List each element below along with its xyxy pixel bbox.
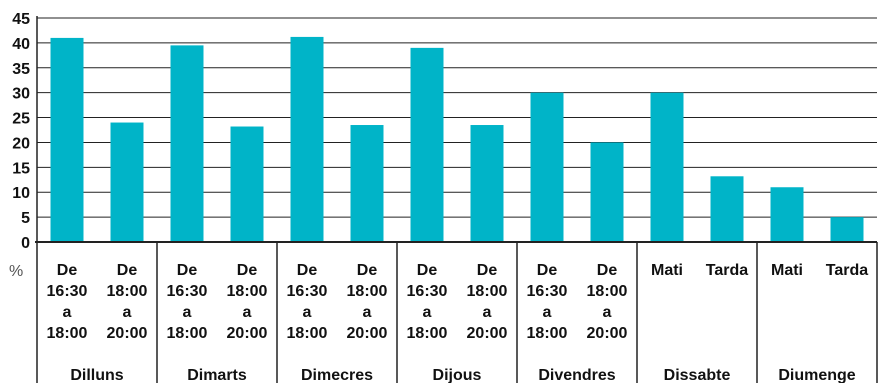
x-tick-label: De — [537, 262, 558, 279]
x-tick-label: 18:00 — [107, 283, 148, 300]
y-unit-label: % — [9, 263, 23, 280]
y-tick-label-10: 10 — [12, 185, 30, 202]
bar-divendres-2 — [590, 142, 624, 242]
x-tick-label: 18:00 — [347, 283, 388, 300]
x-tick-label: 18:00 — [47, 325, 88, 342]
x-tick-label: 20:00 — [587, 325, 628, 342]
y-tick-label-5: 5 — [21, 210, 30, 227]
x-tick-label: 18:00 — [407, 325, 448, 342]
x-tick-label: 16:30 — [407, 283, 448, 300]
x-tick-label: 16:30 — [47, 283, 88, 300]
x-tick-label: 16:30 — [167, 283, 208, 300]
y-tick-label-40: 40 — [12, 36, 30, 53]
y-tick-label-45: 45 — [12, 11, 30, 28]
x-tick-label: 18:00 — [227, 283, 268, 300]
x-tick-label: a — [543, 304, 552, 321]
bar-dimecres-2 — [350, 125, 384, 242]
x-tick-label: a — [363, 304, 372, 321]
group-label-diumenge: Diumenge — [778, 367, 855, 383]
bar-dimarts-1 — [170, 45, 204, 242]
bar-diumenge-2 — [830, 217, 864, 242]
x-tick-label: a — [183, 304, 192, 321]
bar-dimarts-2 — [230, 126, 264, 242]
x-tick-label: a — [63, 304, 72, 321]
x-tick-label: De — [597, 262, 618, 279]
x-tick-label: De — [297, 262, 318, 279]
bar-dissabte-2 — [710, 176, 744, 242]
group-label-dissabte: Dissabte — [664, 367, 731, 383]
x-tick-label: Mati — [651, 262, 683, 279]
x-tick-label: 18:00 — [467, 283, 508, 300]
x-tick-label: De — [117, 262, 138, 279]
x-tick-label: 18:00 — [287, 325, 328, 342]
y-tick-label-20: 20 — [12, 135, 30, 152]
bar-dijous-1 — [410, 47, 444, 242]
group-label-dimarts: Dimarts — [187, 367, 247, 383]
group-label-dimecres: Dimecres — [301, 367, 373, 383]
x-tick-label: 18:00 — [527, 325, 568, 342]
x-tick-label: a — [243, 304, 252, 321]
x-tick-label: 20:00 — [227, 325, 268, 342]
x-tick-label: De — [177, 262, 198, 279]
x-tick-label: a — [123, 304, 132, 321]
bars — [50, 36, 864, 243]
bar-diumenge-1 — [770, 187, 804, 242]
x-tick-label: a — [603, 304, 612, 321]
x-tick-label: De — [477, 262, 498, 279]
x-tick-label: 18:00 — [167, 325, 208, 342]
x-tick-label: De — [417, 262, 438, 279]
x-tick-label: a — [423, 304, 432, 321]
x-tick-label: 20:00 — [347, 325, 388, 342]
bar-dijous-2 — [470, 125, 504, 242]
y-tick-label-30: 30 — [12, 86, 30, 103]
x-tick-label: De — [237, 262, 258, 279]
bar-dissabte-1 — [650, 92, 684, 243]
group-label-dilluns: Dilluns — [70, 367, 123, 383]
axes: 0 5 10 15 20 25 30 35 40 45 De 16:30 a 18:00 De 18:00 a 2… — [12, 11, 878, 383]
x-tick-label: a — [483, 304, 492, 321]
x-tick-label: Tarda — [826, 262, 868, 279]
x-tick-label: 16:30 — [527, 283, 568, 300]
y-tick-label-15: 15 — [12, 160, 30, 177]
bar-dimecres-1 — [290, 36, 324, 242]
x-tick-label: Mati — [771, 262, 803, 279]
x-tick-label: Tarda — [706, 262, 748, 279]
x-tick-label: 16:30 — [287, 283, 328, 300]
x-tick-label: 20:00 — [467, 325, 508, 342]
x-tick-label: 20:00 — [107, 325, 148, 342]
x-tick-label: De — [357, 262, 378, 279]
bar-divendres-1 — [530, 92, 564, 243]
y-tick-label-0: 0 — [21, 235, 30, 252]
group-label-divendres: Divendres — [538, 367, 615, 383]
x-tick-label: 18:00 — [587, 283, 628, 300]
bar-dilluns-2 — [110, 122, 144, 242]
gridlines — [37, 17, 877, 218]
y-tick-label-25: 25 — [12, 111, 30, 128]
y-tick-label-35: 35 — [12, 61, 30, 78]
x-tick-label: a — [303, 304, 312, 321]
bar-dilluns-1 — [50, 37, 84, 243]
x-tick-label: De — [57, 262, 78, 279]
group-label-dijous: Dijous — [433, 367, 482, 383]
